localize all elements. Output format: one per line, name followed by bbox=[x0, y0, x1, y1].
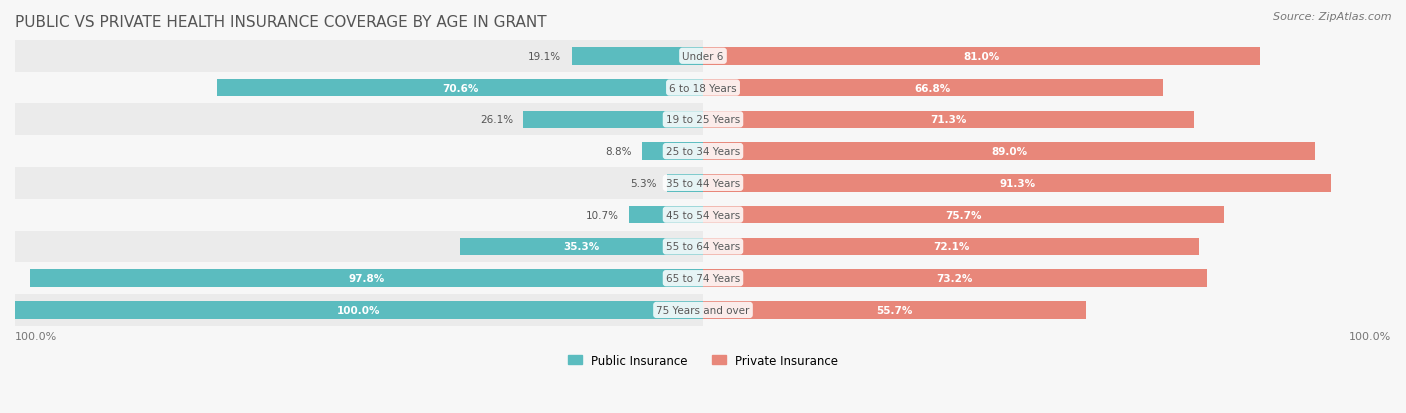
Bar bbox=[15, 104, 703, 136]
Text: Under 6: Under 6 bbox=[682, 52, 724, 62]
Text: 19 to 25 Years: 19 to 25 Years bbox=[666, 115, 740, 125]
Text: 72.1%: 72.1% bbox=[932, 242, 969, 252]
Bar bbox=[703, 175, 1331, 192]
Bar bbox=[703, 143, 1316, 160]
Text: 75.7%: 75.7% bbox=[945, 210, 981, 220]
Bar bbox=[15, 231, 703, 263]
Text: 100.0%: 100.0% bbox=[337, 305, 381, 315]
Bar bbox=[15, 168, 703, 199]
Text: 75 Years and over: 75 Years and over bbox=[657, 305, 749, 315]
Bar bbox=[572, 48, 703, 65]
Bar bbox=[643, 143, 703, 160]
Text: 10.7%: 10.7% bbox=[586, 210, 619, 220]
Bar bbox=[703, 206, 1223, 224]
Text: 19.1%: 19.1% bbox=[529, 52, 561, 62]
Bar bbox=[703, 48, 1260, 65]
Bar bbox=[15, 73, 703, 104]
Text: 65 to 74 Years: 65 to 74 Years bbox=[666, 273, 740, 283]
Text: 35 to 44 Years: 35 to 44 Years bbox=[666, 178, 740, 188]
Text: 35.3%: 35.3% bbox=[564, 242, 600, 252]
Bar bbox=[15, 136, 703, 168]
Bar bbox=[703, 80, 1163, 97]
Text: 70.6%: 70.6% bbox=[441, 83, 478, 93]
Legend: Public Insurance, Private Insurance: Public Insurance, Private Insurance bbox=[564, 349, 842, 371]
Bar bbox=[703, 112, 1194, 129]
Text: 81.0%: 81.0% bbox=[963, 52, 1000, 62]
Bar bbox=[15, 41, 703, 73]
Bar bbox=[15, 199, 703, 231]
Text: Under 6: Under 6 bbox=[682, 52, 724, 62]
Text: 71.3%: 71.3% bbox=[931, 115, 966, 125]
Text: 55 to 64 Years: 55 to 64 Years bbox=[666, 242, 740, 252]
Bar bbox=[218, 80, 703, 97]
Text: 5.3%: 5.3% bbox=[630, 178, 657, 188]
Bar bbox=[460, 238, 703, 256]
Text: 73.2%: 73.2% bbox=[936, 273, 973, 283]
Text: PUBLIC VS PRIVATE HEALTH INSURANCE COVERAGE BY AGE IN GRANT: PUBLIC VS PRIVATE HEALTH INSURANCE COVER… bbox=[15, 15, 547, 30]
Bar bbox=[30, 270, 703, 287]
Text: 55.7%: 55.7% bbox=[876, 305, 912, 315]
Text: 8.8%: 8.8% bbox=[606, 147, 633, 157]
Text: 26.1%: 26.1% bbox=[479, 115, 513, 125]
Text: 91.3%: 91.3% bbox=[1000, 178, 1035, 188]
Bar bbox=[666, 175, 703, 192]
Text: 100.0%: 100.0% bbox=[15, 331, 58, 341]
Bar bbox=[703, 301, 1087, 319]
Bar bbox=[523, 112, 703, 129]
Text: 97.8%: 97.8% bbox=[349, 273, 385, 283]
Text: 45 to 54 Years: 45 to 54 Years bbox=[666, 210, 740, 220]
Text: 45 to 54 Years: 45 to 54 Years bbox=[666, 210, 740, 220]
Text: 25 to 34 Years: 25 to 34 Years bbox=[666, 147, 740, 157]
Text: 89.0%: 89.0% bbox=[991, 147, 1028, 157]
Bar bbox=[15, 294, 703, 326]
Text: 19 to 25 Years: 19 to 25 Years bbox=[666, 115, 740, 125]
Text: 55 to 64 Years: 55 to 64 Years bbox=[666, 242, 740, 252]
Text: 66.8%: 66.8% bbox=[915, 83, 950, 93]
Bar bbox=[703, 270, 1206, 287]
Bar bbox=[703, 238, 1199, 256]
Text: 25 to 34 Years: 25 to 34 Years bbox=[666, 147, 740, 157]
Bar bbox=[15, 301, 703, 319]
Bar bbox=[630, 206, 703, 224]
Text: 65 to 74 Years: 65 to 74 Years bbox=[666, 273, 740, 283]
Text: 6 to 18 Years: 6 to 18 Years bbox=[669, 83, 737, 93]
Text: Source: ZipAtlas.com: Source: ZipAtlas.com bbox=[1274, 12, 1392, 22]
Text: 35 to 44 Years: 35 to 44 Years bbox=[666, 178, 740, 188]
Text: 100.0%: 100.0% bbox=[1348, 331, 1391, 341]
Text: 6 to 18 Years: 6 to 18 Years bbox=[669, 83, 737, 93]
Text: 75 Years and over: 75 Years and over bbox=[657, 305, 749, 315]
Bar bbox=[15, 263, 703, 294]
